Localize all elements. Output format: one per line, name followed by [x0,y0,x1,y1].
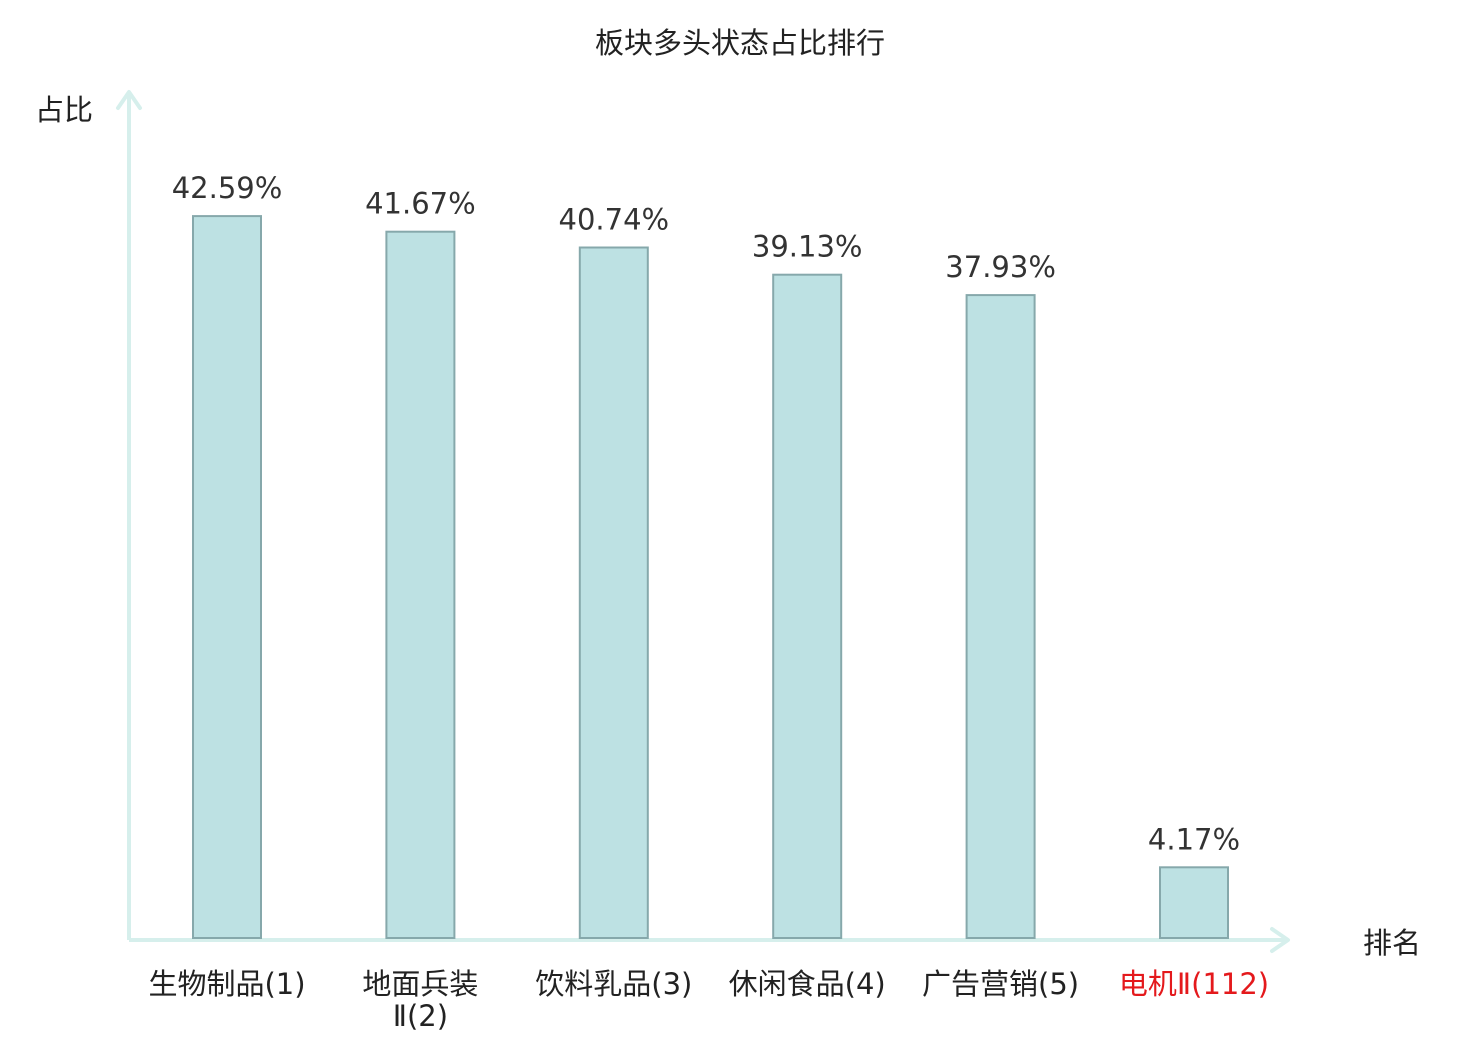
value-label-5: 37.93% [945,250,1056,284]
category-label-line: 饮料乳品(3) [535,967,692,1001]
value-label-1: 42.59% [172,171,283,205]
category-label-line: Ⅱ(2) [393,999,448,1033]
category-labels-layer: 生物制品(1) 地面兵装 Ⅱ(2) 饮料乳品(3) 休闲食品(4) 广告营销(5) 电机Ⅱ(… [148,967,1269,1033]
bars-layer [192,215,1229,940]
category-label-3: 饮料乳品(3) [535,967,692,1001]
category-label-line: 广告营销(5) [922,967,1079,1001]
bar-2 [385,230,456,939]
category-label-6: 电机Ⅱ(112) [1119,967,1269,1001]
value-labels-layer: 42.59% 41.67% 40.74% 39.13% 37.93% 4.17% [172,171,1240,856]
bar-5 [965,294,1036,940]
category-label-1: 生物制品(1) [148,967,305,1001]
category-label-2: 地面兵装 Ⅱ(2) [362,967,478,1033]
bar-6 [1159,866,1229,939]
category-label-5: 广告营销(5) [922,967,1079,1001]
value-label-3: 40.74% [559,203,670,237]
x-axis-label: 排名 [1363,926,1421,960]
y-axis-label: 占比 [35,93,93,127]
value-label-2: 41.67% [365,187,476,221]
category-label-line: 休闲食品(4) [729,967,886,1001]
y-axis-arrow-icon [116,90,142,110]
value-label-4: 39.13% [752,230,863,264]
chart-title: 板块多头状态占比排行 [595,26,885,60]
axes [116,90,1290,953]
bar-3 [578,246,649,939]
x-axis-arrow-icon [1270,927,1290,953]
category-label-line: 地面兵装 [362,967,478,1001]
bar-4 [772,273,843,939]
bar-1 [192,215,262,940]
category-label-line: 电机Ⅱ(112) [1119,967,1269,1001]
value-label-6: 4.17% [1148,822,1240,856]
category-label-4: 休闲食品(4) [729,967,886,1001]
category-label-line: 生物制品(1) [148,967,305,1001]
